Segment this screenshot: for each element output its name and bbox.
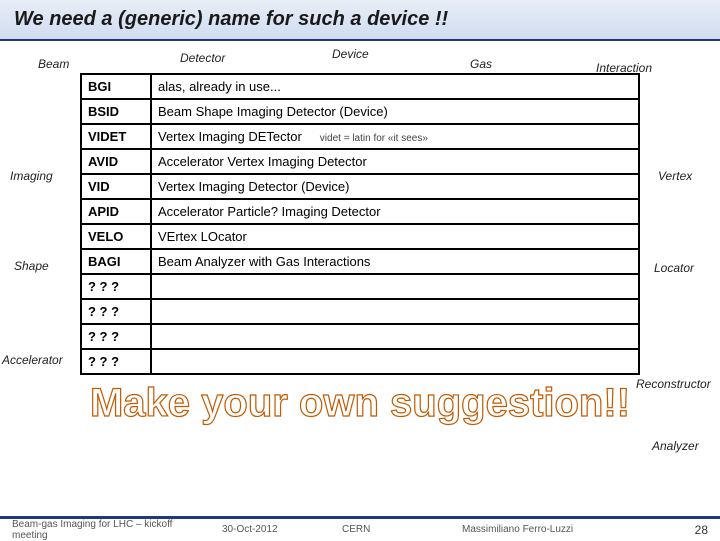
description-text: VErtex LOcator xyxy=(158,229,247,244)
table-row: BGI alas, already in use... xyxy=(81,74,639,99)
acronym-cell: VIDET xyxy=(81,124,151,149)
table-row: ? ? ? xyxy=(81,349,639,374)
acronym-cell: VID xyxy=(81,174,151,199)
description-cell xyxy=(151,274,639,299)
title-bar: We need a (generic) name for such a devi… xyxy=(0,0,720,41)
label-imaging: Imaging xyxy=(10,169,53,183)
table-row: BSID Beam Shape Imaging Detector (Device) xyxy=(81,99,639,124)
table-row: VELO VErtex LOcator xyxy=(81,224,639,249)
acronym-cell: AVID xyxy=(81,149,151,174)
footer-page: 28 xyxy=(680,523,720,537)
table-row: VID Vertex Imaging Detector (Device) xyxy=(81,174,639,199)
label-device: Device xyxy=(332,47,369,61)
table-row: AVID Accelerator Vertex Imaging Detector xyxy=(81,149,639,174)
acronym-cell: BSID xyxy=(81,99,151,124)
table-row: ? ? ? xyxy=(81,324,639,349)
description-cell: VErtex LOcator xyxy=(151,224,639,249)
description-cell xyxy=(151,324,639,349)
acronym-cell: BAGI xyxy=(81,249,151,274)
label-detector: Detector xyxy=(180,51,225,65)
label-shape: Shape xyxy=(14,259,49,273)
acronym-cell: BGI xyxy=(81,74,151,99)
label-analyzer: Analyzer xyxy=(652,439,699,453)
label-vertex: Vertex xyxy=(658,169,692,183)
description-note: videt = latin for «it sees» xyxy=(320,133,428,144)
suggestion-banner: Make your own suggestion!! xyxy=(10,381,710,426)
acronym-table: BGI alas, already in use... BSID Beam Shape… xyxy=(80,73,640,375)
label-locator: Locator xyxy=(654,261,694,275)
description-cell xyxy=(151,349,639,374)
footer-org: CERN xyxy=(330,524,450,535)
description-cell: Accelerator Vertex Imaging Detector xyxy=(151,149,639,174)
label-interaction: Interaction xyxy=(596,61,652,75)
content-area: Beam Detector Device Gas Interaction BGI… xyxy=(0,41,720,426)
description-cell: Accelerator Particle? Imaging Detector xyxy=(151,199,639,224)
acronym-cell: VELO xyxy=(81,224,151,249)
description-cell: Vertex Imaging Detector (Device) xyxy=(151,174,639,199)
top-label-row: Beam Detector Device Gas Interaction xyxy=(10,47,710,73)
description-cell: Vertex Imaging DETector videt = latin for… xyxy=(151,124,639,149)
label-accelerator: Accelerator xyxy=(2,353,63,367)
footer-session: Beam-gas Imaging for LHC – kickoff meeti… xyxy=(0,519,210,541)
acronym-cell: ? ? ? xyxy=(81,324,151,349)
description-text: Accelerator Vertex Imaging Detector xyxy=(158,154,367,169)
description-text: alas, already in use... xyxy=(158,79,281,94)
description-text: Beam Analyzer with Gas Interactions xyxy=(158,254,370,269)
acronym-cell: ? ? ? xyxy=(81,299,151,324)
description-text: Vertex Imaging DETector xyxy=(158,129,302,144)
description-text: Accelerator Particle? Imaging Detector xyxy=(158,204,381,219)
acronym-cell: APID xyxy=(81,199,151,224)
table-row: APID Accelerator Particle? Imaging Detect… xyxy=(81,199,639,224)
description-cell: Beam Analyzer with Gas Interactions xyxy=(151,249,639,274)
table-row: ? ? ? xyxy=(81,299,639,324)
footer-author: Massimiliano Ferro-Luzzi xyxy=(450,524,680,535)
slide-title: We need a (generic) name for such a devi… xyxy=(14,8,706,31)
acronym-table-wrap: BGI alas, already in use... BSID Beam Shape… xyxy=(80,73,640,375)
label-beam: Beam xyxy=(38,57,69,71)
description-text: Vertex Imaging Detector (Device) xyxy=(158,179,349,194)
description-cell: Beam Shape Imaging Detector (Device) xyxy=(151,99,639,124)
table-row: ? ? ? xyxy=(81,274,639,299)
table-row: BAGI Beam Analyzer with Gas Interactions xyxy=(81,249,639,274)
acronym-cell: ? ? ? xyxy=(81,349,151,374)
footer: Beam-gas Imaging for LHC – kickoff meeti… xyxy=(0,516,720,540)
footer-date: 30-Oct-2012 xyxy=(210,524,330,535)
description-text: Beam Shape Imaging Detector (Device) xyxy=(158,104,388,119)
label-reconstructor: Reconstructor xyxy=(636,377,711,391)
description-cell xyxy=(151,299,639,324)
table-row: VIDET Vertex Imaging DETector videt = lati… xyxy=(81,124,639,149)
label-gas: Gas xyxy=(470,57,492,71)
acronym-cell: ? ? ? xyxy=(81,274,151,299)
description-cell: alas, already in use... xyxy=(151,74,639,99)
